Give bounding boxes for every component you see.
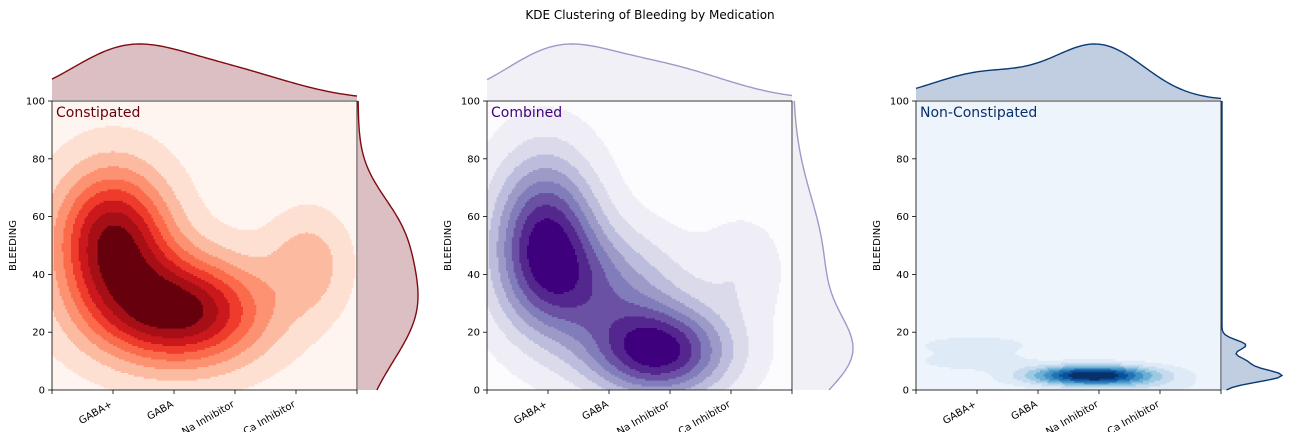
y-tick-label: 60 [896,212,909,223]
y-tick-label: 40 [896,270,909,281]
x-marginal-fill [487,44,792,100]
y-axis-label: BLEEDING [872,220,883,271]
y-axis-label: BLEEDING [443,220,454,271]
x-tick-label: Ca Inhibitor [242,399,298,432]
x-tick-label: GABA+ [941,399,978,427]
axes-frame [486,100,793,391]
y-tick-label: 20 [896,328,909,339]
y-marginal-fill [793,101,853,390]
panel-1: 0 20 40 60 80 100 GABA+ GABA Na Inhibitor Ca Inhi… [8,43,419,432]
y-tick-label: 60 [467,212,480,223]
x-tick-label: GABA+ [512,399,549,427]
x-marginal-curve [51,43,358,97]
y-tick-label: 20 [32,328,45,339]
kde-level-8 [97,225,203,329]
y-marginal-curve [1221,101,1284,391]
panel-label: Combined [491,105,562,121]
y-tick-label: 80 [896,154,909,165]
x-tick-label: GABA+ [77,399,114,427]
x-tick-label: GABA [1009,399,1039,423]
y-tick-label: 0 [474,386,480,397]
x-tick-label: Ca Inhibitor [1106,399,1162,432]
x-marginal-fill [52,44,357,100]
y-axis-label: BLEEDING [8,220,19,271]
x-marginal-curve [486,43,793,97]
kde-level-8 [527,218,680,368]
axes-frame [915,100,1222,391]
y-marginal-fill [1222,101,1282,390]
y-tick-label: 100 [461,97,480,108]
x-tick-label: GABA [580,399,610,423]
panel-label: Non-Constipated [920,105,1037,121]
x-tick-label: Na Inhibitor [615,399,672,432]
kde-contours [487,106,781,390]
kde-level-8 [1068,372,1119,381]
y-tick-label: 80 [32,154,45,165]
kde-contours [52,125,356,390]
x-marginal-curve [915,43,1222,100]
y-tick-label: 0 [903,386,909,397]
x-tick-label: Na Inhibitor [180,399,237,432]
axes-frame [51,100,358,391]
x-marginal-fill [916,44,1221,100]
y-tick-label: 60 [32,212,45,223]
panel-2: 0 20 40 60 80 100 GABA+ GABA Na Inhibitor Ca Inhi… [443,43,854,432]
y-marginal-curve [357,100,419,391]
figure-title: KDE Clustering of Bleeding by Medication [525,8,774,22]
y-marginal-curve [793,100,854,391]
panel-3: 0 20 40 60 80 100 GABA+ GABA Na Inhibitor Ca Inhi… [872,43,1284,432]
y-tick-label: 100 [890,97,909,108]
y-tick-label: 80 [467,154,480,165]
y-tick-label: 0 [39,386,45,397]
y-tick-label: 100 [26,97,45,108]
x-tick-label: Na Inhibitor [1044,399,1101,432]
y-tick-label: 40 [32,270,45,281]
y-tick-label: 40 [467,270,480,281]
kde-contours [925,337,1197,390]
x-tick-label: GABA [145,399,175,423]
y-marginal-fill [358,101,418,390]
y-tick-label: 20 [467,328,480,339]
panel-label: Constipated [56,105,140,121]
x-tick-label: Ca Inhibitor [677,399,733,432]
